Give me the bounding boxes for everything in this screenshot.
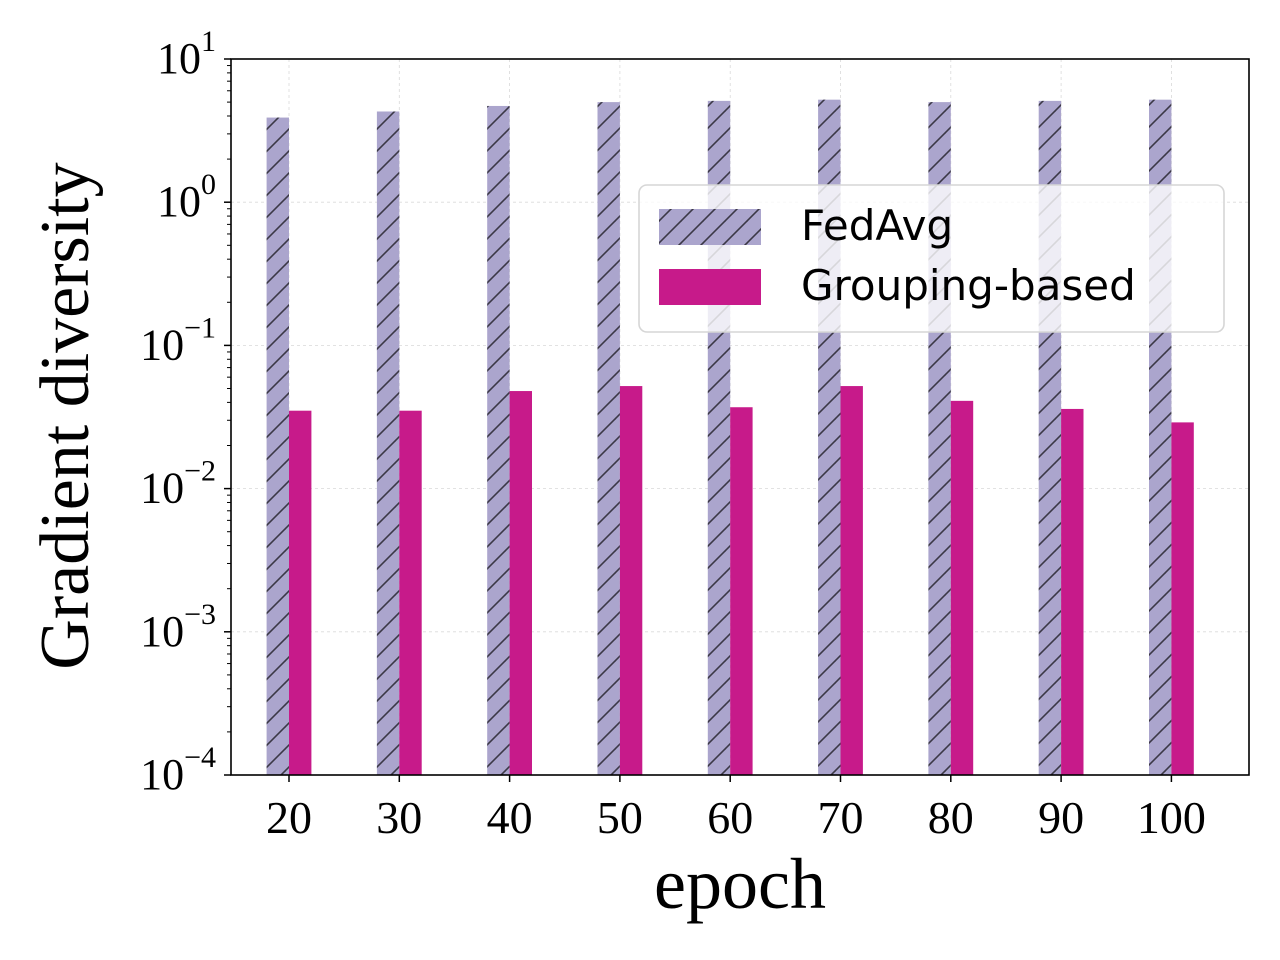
x-tick-label: 100 <box>1137 792 1206 843</box>
bar-grouping-based <box>619 386 643 775</box>
x-tick-label: 50 <box>597 792 643 843</box>
bar-grouping-based <box>399 410 422 775</box>
x-axis-label: epoch <box>654 844 826 924</box>
y-tick-label: 10−2 <box>140 455 216 513</box>
legend-swatch <box>659 269 761 305</box>
y-tick-label: 100 <box>157 168 216 226</box>
bar-grouping-based <box>840 386 863 775</box>
bar-fedavg-hatch <box>376 111 400 776</box>
bar-grouping-based <box>950 400 974 775</box>
x-tick-label: 40 <box>487 792 533 843</box>
x-tick-label: 60 <box>707 792 753 843</box>
legend-item-grouping-based: Grouping-based <box>801 261 1136 310</box>
legend-swatch-hatch <box>659 209 761 245</box>
axes-layer: 10−4 10−3 10−2 10−1 100 101 20 30 40 50 60 70 80 90 10… <box>27 25 1250 924</box>
y-tick-label: 10−3 <box>140 598 216 656</box>
legend: FedAvg Grouping-based <box>638 184 1225 333</box>
y-tick-label: 10−1 <box>140 311 216 369</box>
legend-item-fedavg: FedAvg <box>801 201 953 250</box>
x-tick-label: 30 <box>376 792 422 843</box>
x-tick-label: 90 <box>1038 792 1084 843</box>
y-tick-label: 101 <box>157 25 216 83</box>
legend-box <box>638 184 1225 333</box>
y-axis-label: Gradient diversity <box>27 162 104 669</box>
bar-grouping-based <box>730 407 753 775</box>
bar-fedavg-hatch <box>266 117 289 775</box>
x-tick-label: 70 <box>818 792 864 843</box>
bar-fedavg-hatch <box>597 102 620 776</box>
x-tick-label: 20 <box>266 792 312 843</box>
plot-frame <box>230 58 1250 776</box>
bar-grouping-based <box>1171 422 1194 775</box>
bar-grouping-based <box>289 410 312 775</box>
y-tick-label: 10−4 <box>140 741 216 799</box>
bar-fedavg-hatch <box>487 105 510 776</box>
bar-grouping-based <box>509 391 532 775</box>
bar-grouping-based <box>1061 408 1084 775</box>
x-tick-label: 80 <box>928 792 974 843</box>
